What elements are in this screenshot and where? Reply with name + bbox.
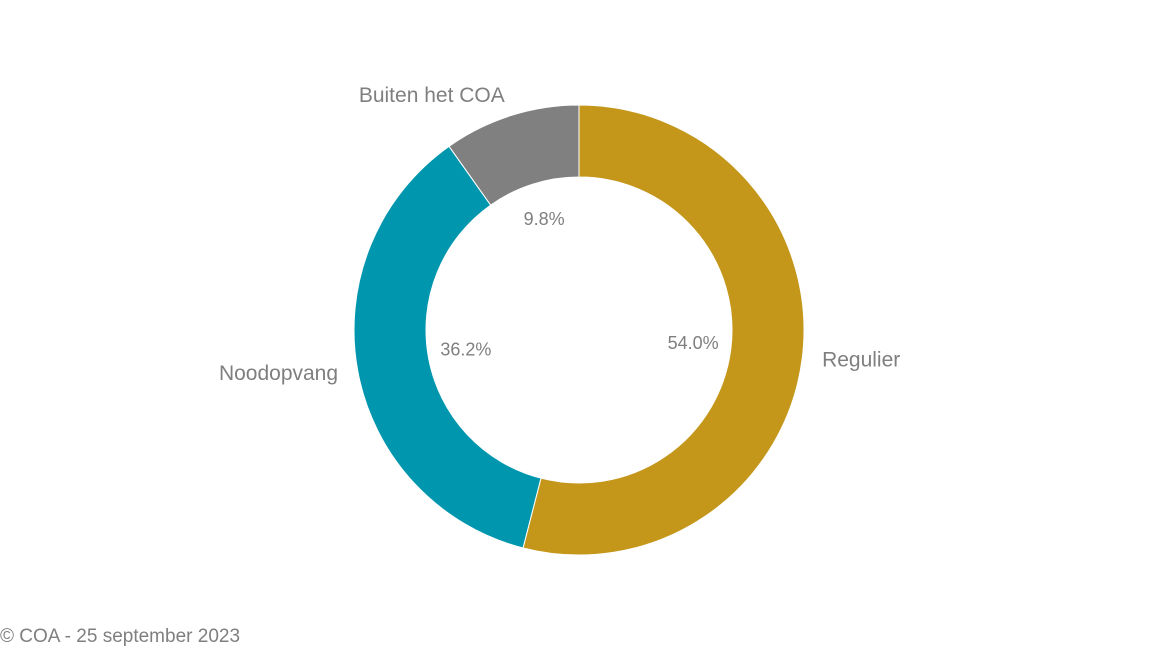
data-label: 54.0%	[668, 333, 719, 353]
data-label: 9.8%	[524, 209, 565, 229]
donut-segment	[353, 145, 542, 549]
footer: © COA - 25 september 2023	[0, 626, 240, 647]
category-label: Regulier	[822, 348, 900, 371]
donut-segment	[448, 104, 580, 206]
donut-segment	[522, 104, 805, 556]
category-label: Noodopvang	[219, 362, 338, 385]
data-label: 36.2%	[440, 340, 491, 360]
category-label: Buiten het COA	[359, 84, 505, 107]
